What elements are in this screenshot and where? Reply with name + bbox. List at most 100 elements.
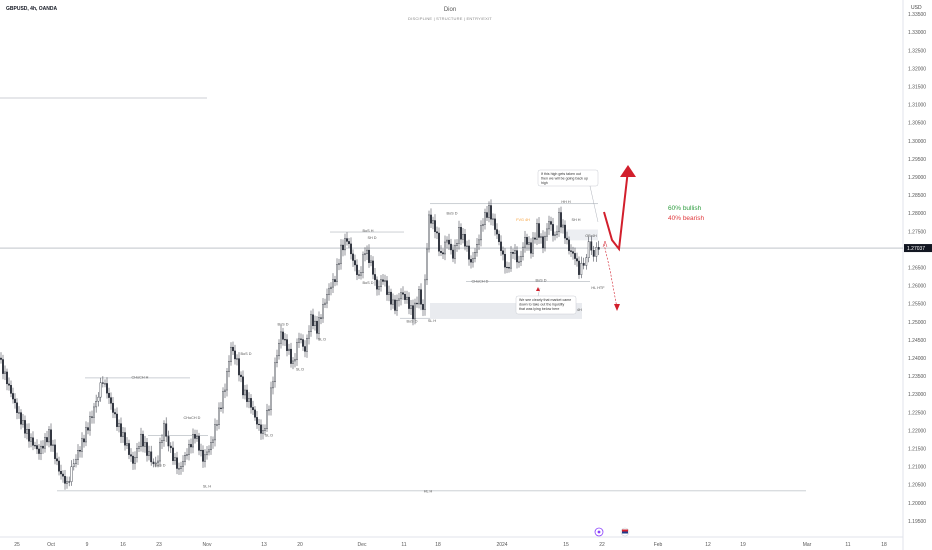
price-tick-label: 1.26500 xyxy=(908,266,926,272)
structure-label: CHoCH D xyxy=(472,279,489,283)
candle-body xyxy=(576,258,578,262)
candle-body xyxy=(564,224,566,239)
candle-body xyxy=(510,252,512,269)
note-bottom-text: We see clearly that market came xyxy=(519,298,571,302)
price-tick-label: 1.33500 xyxy=(908,12,926,18)
candle-body xyxy=(44,437,46,449)
candle-body xyxy=(32,437,34,446)
candle-body xyxy=(130,454,132,457)
candle-body xyxy=(322,304,324,319)
candle-body xyxy=(542,236,544,249)
candle-body xyxy=(432,220,434,224)
candle-body xyxy=(572,251,574,254)
candle-body xyxy=(244,389,246,396)
candle-body xyxy=(190,444,192,448)
candle-body xyxy=(474,252,476,259)
bearish-projection-arrow xyxy=(603,243,618,309)
candle-body xyxy=(368,249,370,263)
structure-label: BoS D xyxy=(363,281,374,285)
candle-body xyxy=(64,476,66,484)
candle-body xyxy=(172,447,174,461)
time-tick-label: 19 xyxy=(740,542,746,548)
candle-body xyxy=(40,445,42,454)
price-tick-label: 1.22500 xyxy=(908,410,926,416)
candle-body xyxy=(562,224,564,228)
candle-body xyxy=(492,218,494,220)
price-tick-label: 1.26000 xyxy=(908,284,926,290)
candle-body xyxy=(440,251,442,253)
candle-body xyxy=(380,279,382,287)
candle-body xyxy=(522,246,524,257)
candle-body xyxy=(290,348,292,364)
candle-body xyxy=(134,457,136,464)
candle-body xyxy=(136,448,138,458)
candle-body xyxy=(484,212,486,225)
price-tick-label: 1.21500 xyxy=(908,447,926,453)
symbol-title: GBPUSD, 4h, OANDA xyxy=(6,6,58,12)
candle-body xyxy=(446,239,448,243)
candle-body xyxy=(320,317,322,319)
candle-body xyxy=(234,350,236,360)
candle-body xyxy=(186,454,188,456)
candle-body xyxy=(550,221,552,225)
structure-label: SL H xyxy=(428,319,437,323)
candle-body xyxy=(326,294,328,304)
price-tick-label: 1.30500 xyxy=(908,121,926,127)
candle-body xyxy=(422,304,424,310)
candle-body xyxy=(524,237,526,248)
candle-body xyxy=(85,427,87,443)
time-tick-label: 15 xyxy=(563,542,569,548)
candle-body xyxy=(268,409,270,411)
structure-label: HL H xyxy=(424,489,433,493)
liquidity-marker xyxy=(536,287,540,291)
candle-body xyxy=(582,262,585,266)
structure-label: BoS D xyxy=(241,352,252,356)
candle-body xyxy=(342,244,344,251)
candle-body xyxy=(272,381,274,389)
candle-body xyxy=(106,383,108,394)
candle-body xyxy=(230,346,232,362)
candle-body xyxy=(428,214,430,250)
structure-label: BoS D xyxy=(407,320,418,324)
candle-body xyxy=(258,423,260,426)
candle-body xyxy=(382,279,384,282)
candle-body xyxy=(142,433,144,447)
candle-body xyxy=(159,442,161,462)
candle-body xyxy=(75,459,77,464)
candle-body xyxy=(236,358,238,360)
candle-body xyxy=(38,448,40,454)
candle-body xyxy=(358,274,360,276)
candle-body xyxy=(476,244,478,253)
candle-body xyxy=(112,403,114,413)
candle-body xyxy=(128,443,130,455)
candle-body xyxy=(99,382,102,398)
candle-body xyxy=(514,250,516,254)
time-tick-label: Dec xyxy=(358,542,367,548)
candle-body xyxy=(488,205,490,218)
candle-body xyxy=(456,243,458,246)
structure-label: HH H xyxy=(561,200,571,204)
candle-body xyxy=(346,238,348,242)
candle-body xyxy=(152,461,155,465)
candle-body xyxy=(450,243,452,251)
note-top-pointer xyxy=(589,185,599,223)
candle-body xyxy=(250,398,252,408)
candle-body xyxy=(306,338,308,352)
candle-body xyxy=(416,302,418,305)
candle-body xyxy=(118,423,120,427)
note-top-box xyxy=(537,169,599,187)
candle-body xyxy=(116,413,118,427)
candle-body xyxy=(42,445,44,449)
candle-body xyxy=(192,434,194,448)
candle-body xyxy=(585,257,588,266)
candle-body xyxy=(238,358,240,376)
ob-zone-4h-2 xyxy=(566,229,598,241)
candle-body xyxy=(556,231,558,236)
candle-body xyxy=(26,429,28,434)
candle-body xyxy=(62,473,64,477)
note-top-text: then we will be going back up xyxy=(541,177,588,181)
candle-body xyxy=(578,260,580,275)
candle-body xyxy=(68,481,71,483)
candle-body xyxy=(458,227,460,244)
